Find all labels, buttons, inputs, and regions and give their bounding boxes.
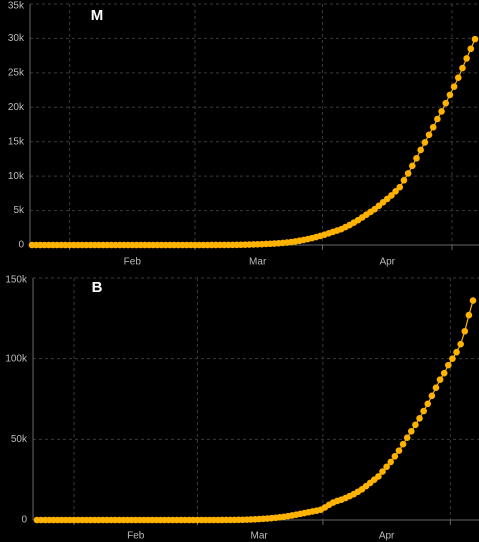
y-tick-label: 25k (8, 67, 25, 78)
point (465, 311, 473, 319)
y-tick-label: 30k (8, 33, 25, 44)
point (375, 473, 382, 480)
point (445, 361, 452, 369)
y-tick-label: 100k (5, 353, 28, 364)
point (404, 170, 412, 177)
x-tick-label: Apr (379, 531, 395, 542)
point (399, 440, 407, 448)
point (387, 458, 395, 466)
point (392, 187, 399, 195)
point (429, 123, 437, 131)
point (383, 463, 390, 471)
point (442, 99, 450, 107)
point (396, 183, 404, 191)
y-tick-label: 150k (5, 275, 28, 286)
y-tick-label: 10k (8, 171, 25, 182)
x-tick-label: Feb (124, 257, 142, 268)
point (467, 45, 475, 53)
y-tick-label: 0 (18, 240, 24, 251)
point (454, 74, 462, 81)
point (388, 192, 395, 199)
point (409, 162, 416, 170)
point (459, 64, 466, 72)
point (400, 176, 408, 184)
point (461, 327, 469, 335)
point (449, 355, 456, 362)
line (37, 300, 474, 521)
point (412, 421, 419, 429)
point (446, 91, 454, 99)
point (395, 447, 403, 454)
point (416, 415, 423, 422)
point (432, 384, 440, 392)
x-tick-label: Mar (250, 531, 268, 542)
point (408, 427, 415, 435)
y-tick-label: 50k (11, 434, 28, 445)
point (421, 139, 429, 146)
point (440, 369, 448, 377)
point (379, 468, 386, 475)
x-tick-label: Apr (379, 257, 395, 268)
point (469, 297, 477, 304)
point (436, 376, 444, 383)
point (450, 83, 458, 90)
x-tick-label: Mar (249, 257, 267, 268)
y-tick-label: 15k (8, 136, 25, 147)
chart-title: B (92, 279, 103, 296)
y-tick-label: 35k (8, 1, 25, 12)
point (425, 131, 433, 139)
point (471, 35, 479, 43)
point (403, 434, 411, 442)
point (463, 55, 470, 62)
point (424, 400, 432, 408)
point (453, 348, 460, 356)
point (438, 108, 445, 115)
y-tick-label: 5k (13, 205, 25, 216)
point (391, 452, 399, 460)
point (434, 115, 441, 123)
y-tick-label: 20k (8, 102, 25, 113)
point (417, 146, 424, 154)
point (428, 392, 436, 400)
x-tick-label: Feb (127, 531, 145, 542)
point (413, 154, 420, 162)
point (457, 340, 464, 348)
chart-title: M (91, 7, 104, 24)
y-tick-label: 0 (21, 515, 27, 526)
point (420, 407, 427, 415)
